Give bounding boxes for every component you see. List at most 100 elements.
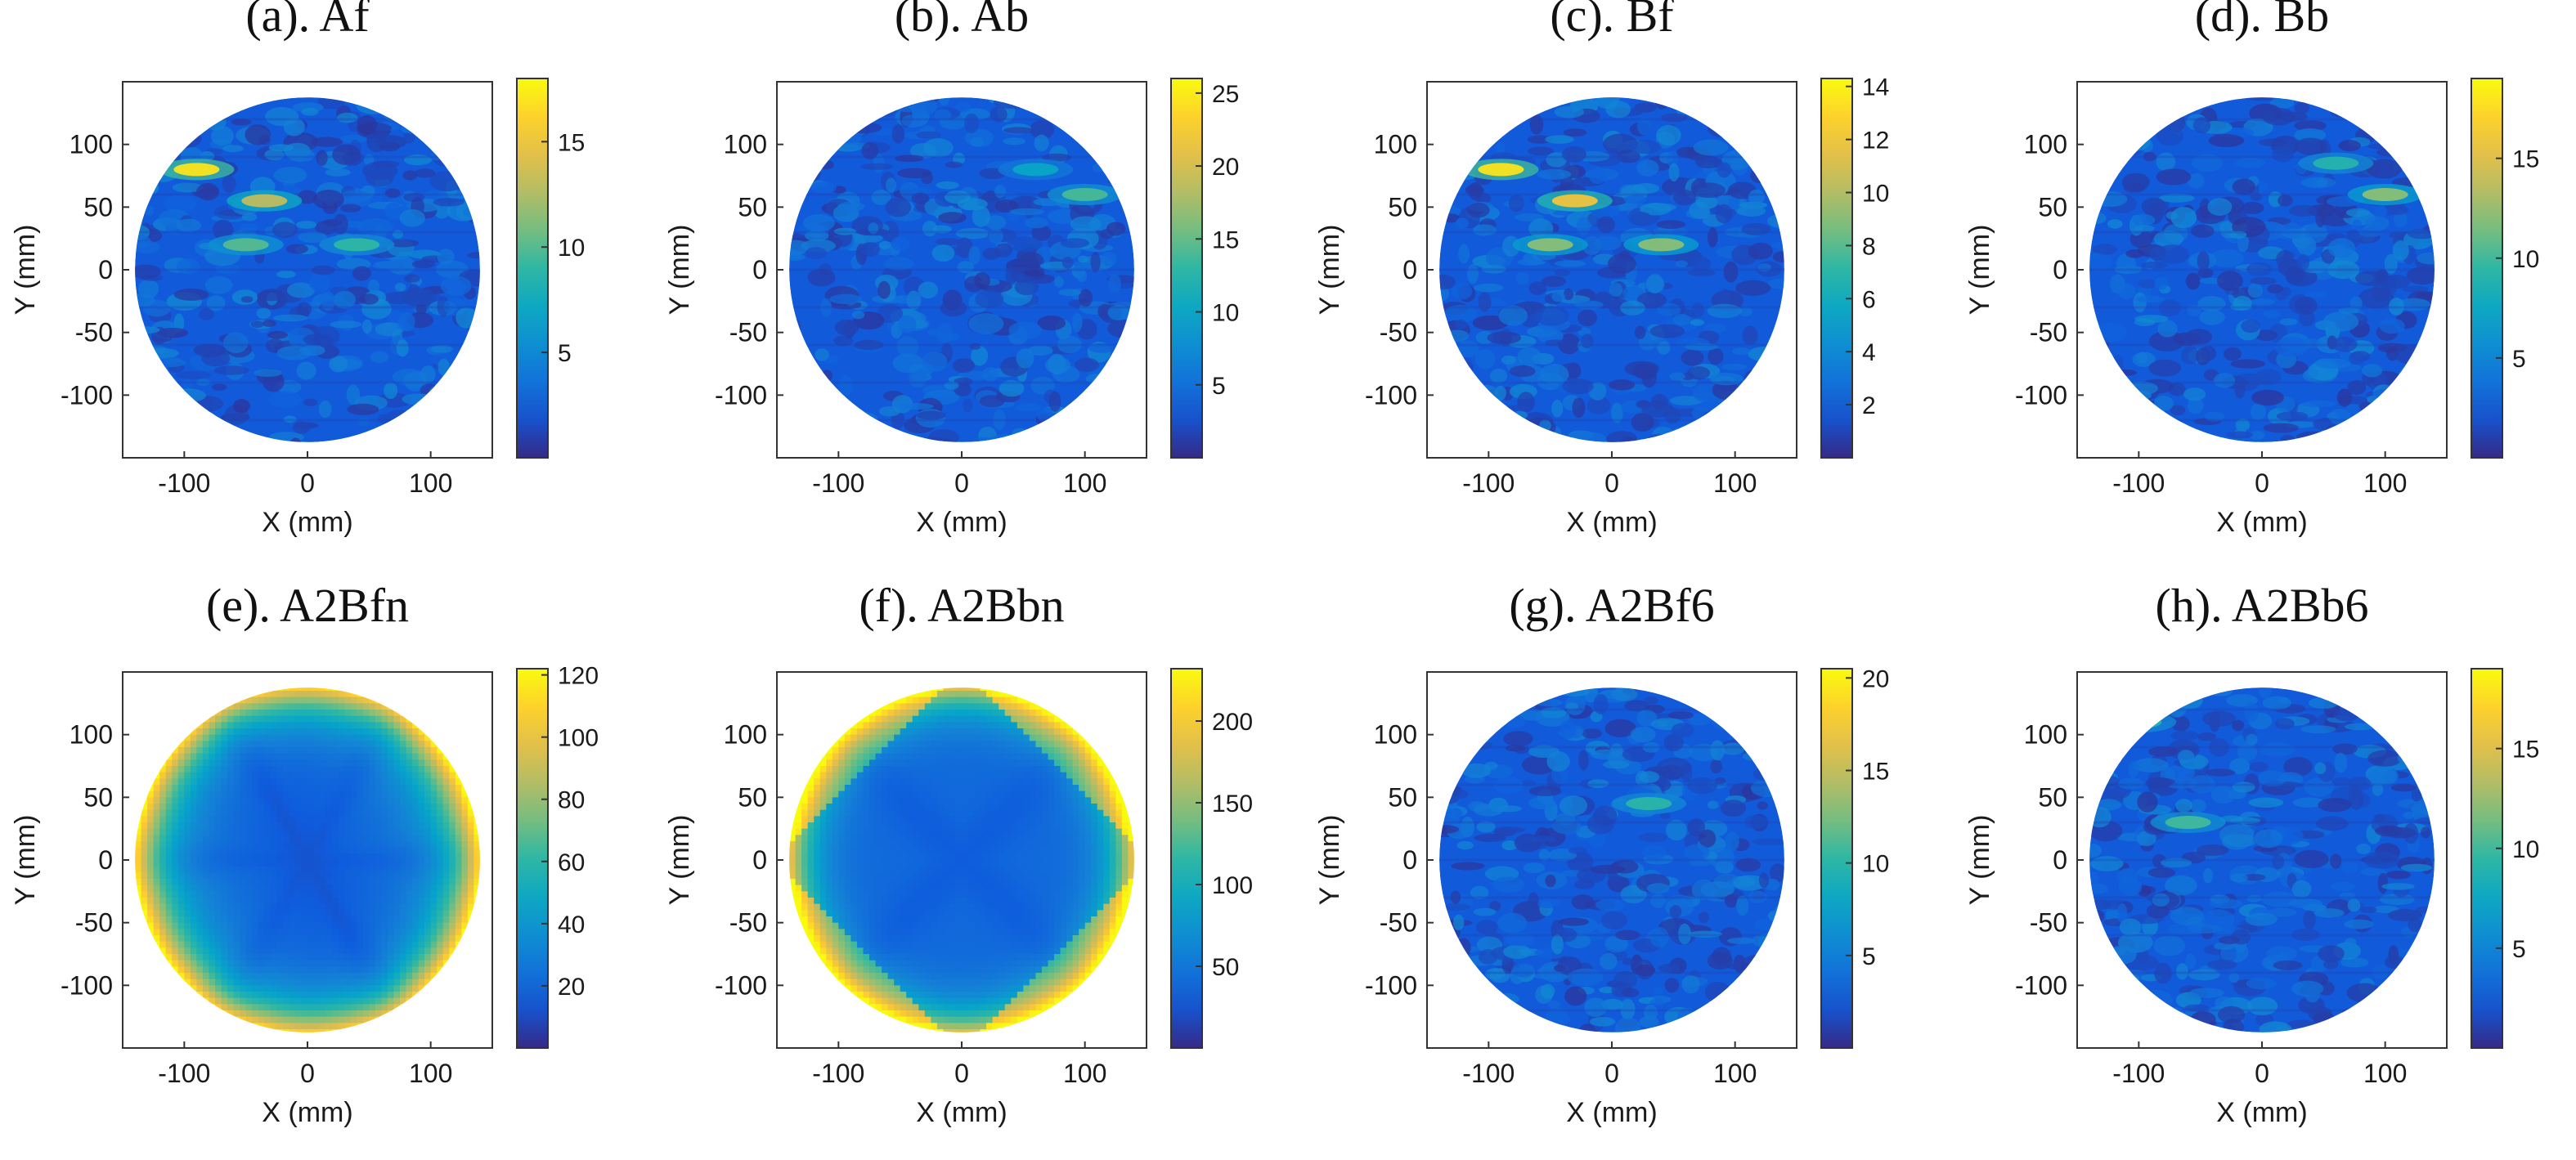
speckle bbox=[1551, 291, 1565, 302]
heatmap-cell bbox=[141, 866, 148, 873]
heatmap-cell bbox=[320, 1023, 327, 1030]
heatmap-cell bbox=[264, 1004, 272, 1011]
heatmap-cell bbox=[1084, 753, 1092, 760]
heatmap-cell bbox=[258, 791, 265, 798]
heatmap-cell bbox=[307, 772, 315, 779]
heatmap-cell bbox=[264, 703, 272, 710]
heatmap-cell bbox=[838, 741, 846, 748]
heatmap-cell bbox=[875, 722, 882, 729]
heatmap-cell bbox=[313, 741, 321, 748]
heatmap-cell bbox=[357, 973, 364, 980]
heatmap-cell bbox=[240, 1010, 247, 1018]
heatmap-cell bbox=[418, 759, 425, 767]
heatmap-cell bbox=[393, 710, 401, 717]
heatmap-cell bbox=[350, 722, 357, 729]
heatmap-cell bbox=[375, 759, 382, 767]
heatmap-cell bbox=[325, 960, 333, 967]
speckle bbox=[2216, 271, 2243, 292]
heatmap-cell bbox=[338, 922, 345, 929]
heatmap-cell bbox=[344, 885, 352, 892]
heatmap-cell bbox=[406, 841, 413, 849]
heatmap-cell bbox=[338, 828, 345, 835]
heatmap-cell bbox=[264, 866, 272, 873]
heatmap-cell bbox=[882, 710, 889, 717]
speckle bbox=[2331, 336, 2358, 352]
heatmap-cell bbox=[252, 804, 259, 811]
colorbar-tick-label: 20 bbox=[1212, 154, 1239, 181]
heatmap-cell bbox=[1048, 715, 1055, 723]
heatmap-cell bbox=[357, 898, 364, 905]
heatmap-cell bbox=[196, 973, 204, 980]
heatmap-cell bbox=[325, 710, 333, 717]
heatmap-cell bbox=[252, 753, 259, 760]
speckle bbox=[2246, 262, 2273, 276]
heatmap-cell bbox=[406, 791, 413, 798]
heatmap-cell bbox=[461, 841, 469, 849]
heatmap-cell bbox=[233, 778, 240, 786]
heatmap-cell bbox=[350, 797, 357, 804]
heatmap-cell bbox=[215, 722, 222, 729]
heatmap-cell bbox=[943, 772, 950, 779]
heatmap-cell bbox=[196, 891, 204, 898]
speckle bbox=[1634, 325, 1646, 339]
heatmap-cell bbox=[294, 785, 303, 792]
heatmap-cell bbox=[875, 766, 882, 773]
heatmap-cell bbox=[381, 866, 388, 873]
heatmap-cell bbox=[325, 979, 333, 986]
heatmap-cell bbox=[1035, 728, 1043, 736]
panel-title: (d). Bb bbox=[2195, 0, 2329, 42]
heatmap-cell bbox=[437, 797, 444, 804]
heatmap-cell bbox=[270, 804, 277, 811]
heatmap-cell bbox=[967, 687, 975, 692]
heatmap-cell bbox=[325, 903, 333, 911]
heatmap-cell bbox=[974, 734, 981, 741]
heatmap-cell bbox=[313, 960, 321, 967]
heatmap-cell bbox=[135, 860, 142, 867]
heatmap-cell bbox=[264, 809, 272, 817]
heatmap-cell bbox=[264, 804, 272, 811]
heatmap-cell bbox=[282, 866, 289, 873]
heatmap-cell bbox=[936, 703, 944, 710]
heatmap-cell bbox=[184, 847, 191, 854]
heatmap-cell bbox=[819, 772, 827, 779]
heatmap-cell bbox=[227, 1004, 235, 1011]
speckle bbox=[2232, 178, 2255, 195]
speckle bbox=[883, 257, 914, 271]
heatmap-cell bbox=[270, 903, 277, 911]
heatmap-cell bbox=[430, 822, 438, 830]
heatmap-cell bbox=[906, 791, 913, 798]
heatmap-cell bbox=[807, 791, 815, 798]
heatmap-cell bbox=[196, 954, 204, 961]
speckle bbox=[1672, 190, 1696, 206]
heatmap-cell bbox=[313, 1004, 321, 1011]
heatmap-cell bbox=[153, 916, 160, 924]
speckle bbox=[901, 114, 922, 128]
heatmap-cell bbox=[320, 903, 327, 911]
speckle bbox=[2263, 423, 2300, 433]
heatmap-cell bbox=[294, 847, 303, 854]
heatmap-cell bbox=[400, 935, 407, 943]
heatmap-cell bbox=[172, 935, 179, 943]
heatmap-cell bbox=[233, 747, 240, 755]
heatmap-cell bbox=[301, 835, 308, 842]
heatmap-cell bbox=[449, 797, 456, 804]
heatmap-cell bbox=[387, 759, 395, 767]
heatmap-cell bbox=[301, 759, 308, 767]
heatmap-cell bbox=[400, 741, 407, 748]
colorbar bbox=[2471, 78, 2503, 459]
heatmap-cell bbox=[473, 841, 480, 849]
heatmap-cell bbox=[424, 822, 432, 830]
heatmap-cell bbox=[949, 791, 957, 798]
heatmap-cell bbox=[980, 728, 987, 736]
heatmap-cell bbox=[986, 734, 994, 741]
heatmap-cell bbox=[320, 715, 327, 723]
heatmap-cell bbox=[844, 741, 851, 748]
heatmap-cell bbox=[325, 835, 333, 842]
heatmap-cell bbox=[215, 916, 222, 924]
hotspot bbox=[334, 238, 380, 252]
heatmap-cell bbox=[202, 960, 210, 967]
heatmap-cell bbox=[258, 741, 265, 748]
heatmap-cell bbox=[473, 866, 480, 873]
heatmap-cell bbox=[270, 828, 277, 835]
speckle bbox=[1508, 195, 1524, 213]
